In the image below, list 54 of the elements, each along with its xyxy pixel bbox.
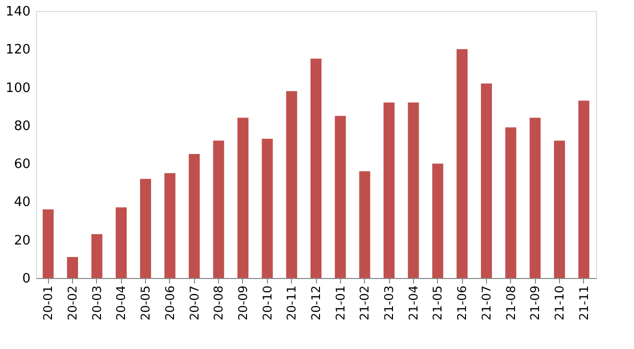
y-tick-label: 120 [6, 42, 30, 58]
x-tick-label: 21-04 [406, 286, 420, 320]
y-tick-label: 140 [6, 4, 30, 20]
x-tick-label: 20-05 [138, 286, 153, 320]
x-tick-label: 20-03 [90, 286, 104, 320]
bar [359, 171, 370, 278]
y-tick-label: 100 [6, 80, 30, 96]
bar [408, 102, 419, 278]
x-tick-label: 20-04 [114, 286, 128, 320]
x-tick-label: 21-03 [382, 286, 396, 320]
x-tick-label: 20-09 [236, 286, 250, 320]
bar [164, 173, 176, 278]
bar [456, 49, 468, 278]
x-tick-label: 20-11 [284, 286, 299, 320]
x-tick-label: 20-06 [162, 286, 177, 320]
x-tick-label: 20-02 [66, 286, 80, 320]
bar [334, 116, 346, 278]
bar [262, 138, 273, 278]
y-tick-label: 80 [14, 118, 30, 134]
y-tick-label: 0 [22, 272, 30, 286]
bar [213, 140, 224, 278]
bar [67, 257, 78, 278]
y-tick-label: 60 [14, 157, 30, 172]
bar [480, 83, 492, 278]
bar [286, 91, 298, 278]
y-tick-label: 40 [14, 195, 30, 210]
x-tick-label: 21-07 [479, 286, 494, 320]
x-tick-label: 21-10 [552, 286, 566, 320]
bar [578, 100, 590, 278]
x-tick-label: 21-06 [455, 286, 470, 320]
bar [140, 178, 152, 278]
bar [505, 127, 516, 278]
x-tick-label: 21-05 [430, 286, 445, 320]
bar [188, 154, 200, 278]
bar [91, 234, 102, 278]
x-tick-label: 20-12 [309, 286, 323, 320]
x-tick-label: 20-10 [260, 286, 274, 320]
bar [384, 102, 395, 278]
y-tick-label: 20 [14, 233, 30, 248]
x-tick-label: 21-08 [504, 286, 518, 320]
bar [554, 140, 565, 278]
bar [42, 209, 54, 278]
bar [432, 164, 444, 278]
bar [530, 118, 541, 278]
x-tick-label: 20-07 [187, 286, 202, 320]
x-tick-label: 21-11 [576, 286, 591, 320]
bar [237, 118, 248, 278]
x-tick-label: 21-01 [333, 286, 348, 320]
x-tick-label: 21-09 [528, 286, 542, 320]
x-tick-label: 20-08 [212, 286, 226, 320]
x-tick-label: 21-02 [358, 286, 372, 320]
bar [116, 207, 127, 278]
x-tick-label: 20-01 [41, 286, 56, 320]
bar [310, 58, 322, 278]
